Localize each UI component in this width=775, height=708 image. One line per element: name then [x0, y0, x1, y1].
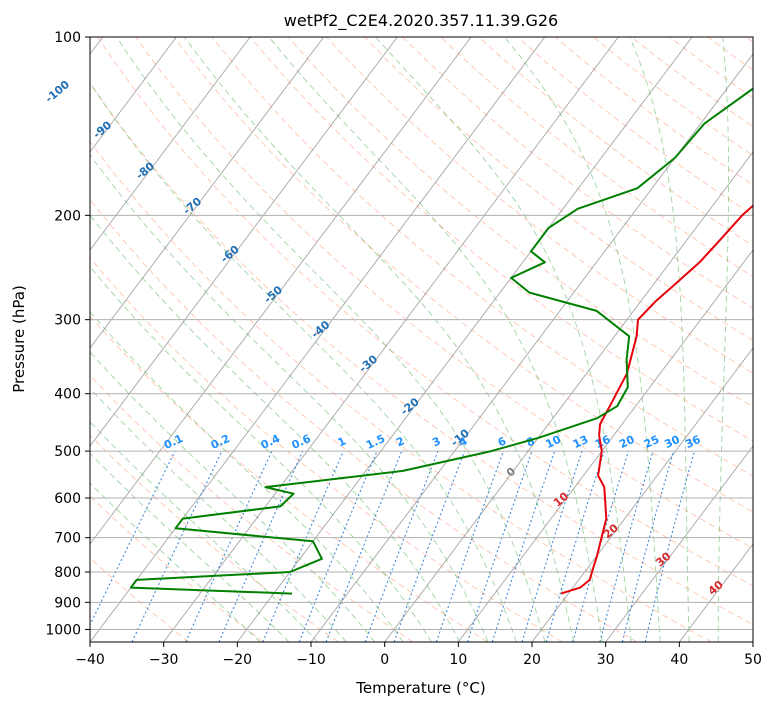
pressure-grid — [90, 37, 753, 630]
mixing-ratio-line — [298, 450, 378, 642]
background-lines — [90, 37, 753, 642]
isotherm-line — [457, 249, 753, 642]
y-tick-label: 200 — [54, 208, 81, 224]
dry-adiabat — [364, 37, 753, 341]
mixing-ratio-line — [364, 450, 439, 642]
mixing-ratio-label: 36 — [683, 433, 703, 451]
mixing-ratio-line — [599, 450, 654, 642]
mixing-ratio-label: 13 — [571, 433, 590, 451]
x-tick-label: −20 — [223, 652, 253, 668]
x-tick-label: 40 — [670, 652, 688, 668]
moist-adiabat — [90, 387, 347, 642]
isotherm-line — [531, 347, 753, 642]
x-tick-label: 10 — [449, 652, 467, 668]
moist-adiabat — [90, 311, 404, 642]
mixing-ratio-line — [90, 450, 176, 627]
x-tick-label: −40 — [75, 652, 105, 668]
moist-adiabat — [90, 421, 319, 642]
y-tick-label: 1000 — [45, 622, 81, 638]
x-tick-label: 0 — [380, 652, 389, 668]
dry-adiabat — [97, 37, 753, 587]
mixing-ratio-line — [185, 450, 273, 642]
dewpoint-profile — [129, 87, 753, 595]
profile-series — [129, 87, 753, 595]
dry-adiabat — [90, 198, 638, 642]
dry-adiabat — [249, 37, 753, 442]
axis-ticks: −40 −30 −20 −10 0 10 20 30 40 50 100 200 300 400 500 60… — [45, 30, 762, 668]
y-tick-label: 400 — [54, 387, 81, 403]
y-tick-label: 600 — [54, 491, 81, 507]
dry-adiabat — [90, 82, 753, 625]
y-tick-label: 100 — [54, 30, 81, 46]
isotherm-line — [90, 37, 472, 545]
dry-adiabat — [90, 140, 712, 642]
y-tick-label: 900 — [54, 595, 81, 611]
moist-adiabat — [116, 37, 546, 642]
moist-adiabat — [375, 37, 632, 642]
moist-adiabat — [90, 214, 461, 642]
moist-adiabat — [504, 37, 661, 642]
x-tick-label: −10 — [296, 652, 326, 668]
mixing-ratio-line — [131, 450, 223, 642]
y-axis-title: Pressure (hPa) — [10, 285, 28, 393]
mixing-ratio-line — [644, 450, 695, 642]
x-tick-label: −30 — [149, 652, 179, 668]
dry-adiabat — [135, 37, 753, 549]
isotherm-line — [90, 37, 251, 251]
x-tick-label: 30 — [597, 652, 615, 668]
isotherm-line — [310, 53, 753, 642]
moist-adiabat — [717, 37, 729, 642]
temperature-profile — [560, 204, 753, 595]
isotherm-line — [163, 37, 619, 642]
mixing-ratio-label: 16 — [593, 433, 613, 451]
mixing-ratio-line — [545, 450, 605, 642]
isotherm-line — [90, 37, 325, 349]
dry-adiabat — [211, 37, 753, 477]
mixing-ratio-label: 30 — [662, 433, 682, 451]
mixing-ratio-label: 20 — [617, 433, 637, 451]
moist-adiabat — [90, 452, 290, 642]
mixing-ratio-line — [521, 450, 583, 642]
mixing-ratio-label: 10 — [544, 433, 564, 451]
mixing-ratio-line — [435, 450, 505, 642]
isotherm-line — [90, 37, 546, 642]
moist-adiabat — [90, 154, 489, 642]
moist-adiabat — [90, 482, 261, 642]
y-tick-label: 700 — [54, 531, 81, 547]
x-tick-label: 20 — [523, 652, 541, 668]
mixing-ratio-line — [491, 450, 556, 642]
moist-adiabat — [268, 37, 603, 642]
y-tick-label: 500 — [54, 444, 81, 460]
plot-frame — [89, 36, 754, 643]
isotherm-line — [605, 445, 753, 642]
mixing-ratio-label: 25 — [642, 433, 661, 451]
dry-adiabat — [173, 37, 753, 513]
y-tick-label: 800 — [54, 565, 81, 581]
x-axis-title: Temperature (°C) — [355, 679, 485, 697]
mixing-ratio-line — [621, 450, 675, 642]
mixing-ratio-line — [325, 450, 403, 642]
moist-adiabat — [90, 82, 517, 642]
x-tick-label: 50 — [744, 652, 762, 668]
isotherm-line — [384, 151, 753, 642]
mixing-ratio-line — [466, 450, 533, 642]
chart-title: wetPf2_C2E4.2020.357.11.39.G26 — [284, 11, 558, 31]
isotherm-line — [90, 37, 177, 153]
moist-adiabat — [184, 37, 575, 642]
y-tick-label: 300 — [54, 313, 81, 329]
moist-adiabat — [90, 266, 432, 642]
moist-adiabat — [90, 351, 376, 642]
isotherm-line — [90, 37, 398, 447]
dry-adiabat — [90, 257, 563, 642]
dry-adiabat — [402, 37, 753, 309]
dry-adiabat — [90, 374, 414, 642]
